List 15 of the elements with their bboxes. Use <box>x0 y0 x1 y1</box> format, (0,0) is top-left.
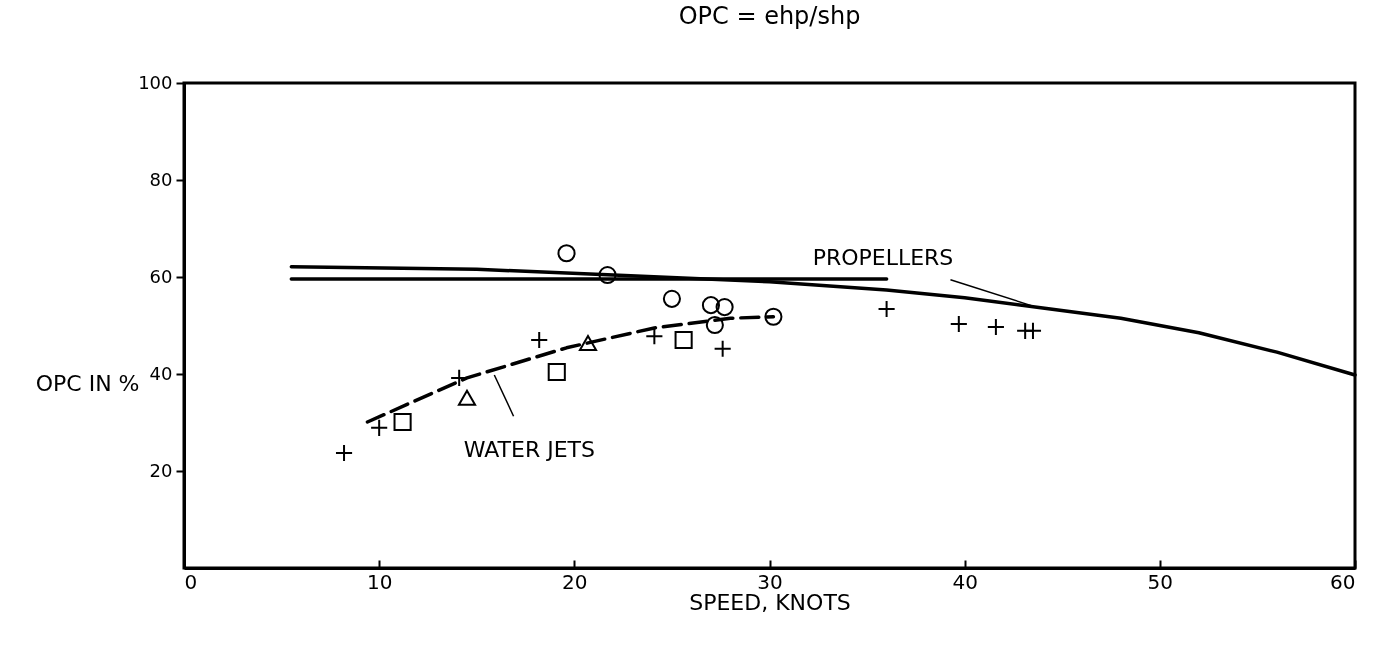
annotation: WATER JETS <box>463 436 595 462</box>
x-tick-label: 50 <box>1147 569 1174 594</box>
y-tick-label: 80 <box>149 168 173 190</box>
y-tick-label: 100 <box>138 71 173 93</box>
x-tick-label: 10 <box>366 569 393 594</box>
x-tick-label: 60 <box>1330 569 1356 594</box>
y-axis-title: OPC IN % <box>35 370 140 396</box>
chart-title: OPC = ehp/shp <box>678 2 861 30</box>
y-tick-label: 20 <box>149 459 173 481</box>
y-tick-label: 40 <box>149 362 173 384</box>
x-tick-label: 20 <box>562 569 588 594</box>
x-tick-label: 40 <box>952 569 978 594</box>
y-tick-label: 60 <box>149 265 173 287</box>
x-tick-label: 0 <box>184 569 198 594</box>
annotation: PROPELLERS <box>812 245 954 271</box>
